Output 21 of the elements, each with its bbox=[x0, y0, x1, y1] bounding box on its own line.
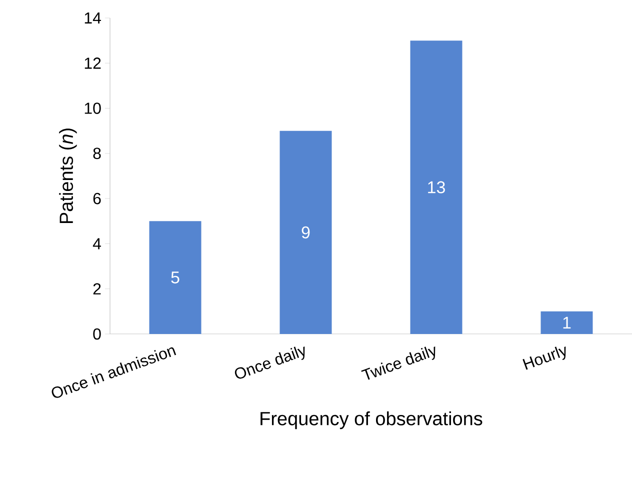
y-tick-label: 6 bbox=[93, 192, 101, 204]
y-axis-title: Patients (n) bbox=[59, 128, 77, 224]
bar bbox=[540, 311, 593, 334]
y-tick-label: 0 bbox=[93, 328, 101, 340]
x-tick-label: Hourly bbox=[522, 346, 566, 370]
y-tick-label: 8 bbox=[93, 148, 101, 160]
y-tick-label: 4 bbox=[92, 238, 101, 250]
y-tick-label: 14 bbox=[84, 12, 101, 24]
bar bbox=[410, 40, 462, 334]
y-tick-label: 2 bbox=[93, 283, 101, 294]
x-axis-title: Frequency of observations bbox=[260, 411, 482, 430]
data-label: 1 bbox=[563, 316, 571, 329]
bar bbox=[149, 221, 202, 334]
data-label: 13 bbox=[428, 181, 445, 194]
data-label: 5 bbox=[171, 272, 180, 284]
bar bbox=[280, 130, 332, 334]
y-tick-label: 10 bbox=[84, 102, 101, 114]
x-tick-label: Once daily bbox=[234, 346, 305, 379]
y-tick-label: 12 bbox=[84, 58, 101, 69]
x-tick-label: Twice daily bbox=[361, 346, 436, 380]
data-label: 9 bbox=[302, 226, 310, 238]
